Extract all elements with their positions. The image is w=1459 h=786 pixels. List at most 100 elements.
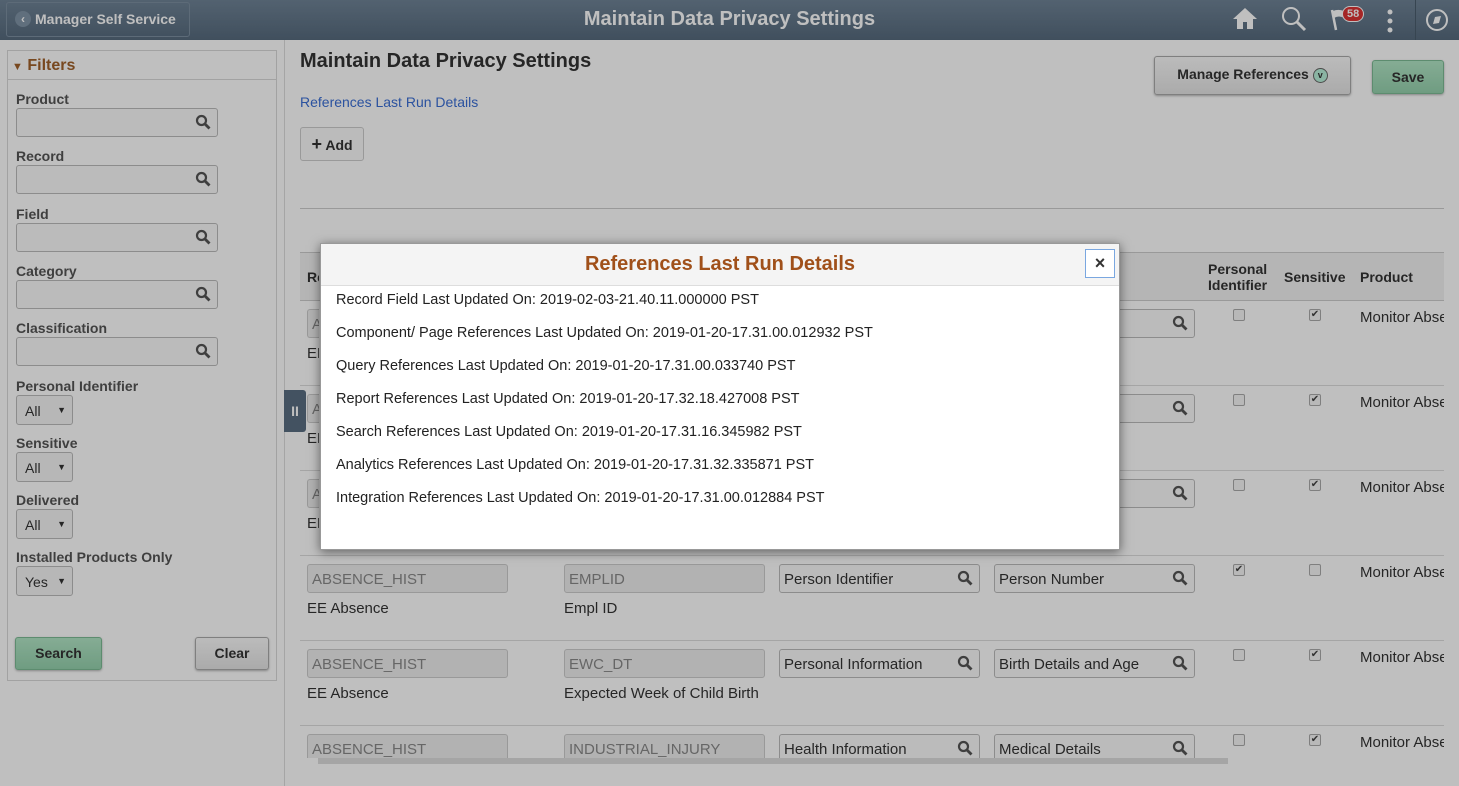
last-run-detail-line: Analytics References Last Updated On: 20… — [336, 457, 814, 473]
subcategory-input[interactable]: Medical Details — [994, 734, 1195, 758]
subcategory-value: Medical Details — [999, 741, 1101, 758]
category-input[interactable]: Health Information — [779, 734, 980, 758]
chevron-left-icon: ‹ — [15, 11, 31, 27]
filters-header[interactable]: ▼ Filters — [8, 51, 276, 80]
notification-badge[interactable]: 58 — [1342, 6, 1365, 22]
close-button[interactable]: × — [1085, 249, 1115, 278]
back-button[interactable]: ‹ Manager Self Service — [6, 2, 190, 37]
installed-products-select[interactable]: Yes ▼ — [16, 566, 73, 596]
divider — [1415, 0, 1416, 40]
subcategory-input[interactable]: Person Number — [994, 564, 1195, 593]
field-description: Expected Week of Child Birth — [564, 685, 759, 702]
dialog-title: References Last Run Details — [321, 244, 1119, 286]
field-name: EWC_DT — [564, 649, 765, 678]
record-description: EE Absence — [307, 345, 319, 362]
record-input[interactable] — [16, 165, 218, 194]
filters-title: Filters — [27, 57, 76, 74]
clear-button[interactable]: Clear — [195, 637, 269, 670]
product-value: Monitor Absence — [1360, 649, 1444, 666]
add-button[interactable]: + Add — [300, 127, 364, 161]
record-label: Record — [16, 148, 65, 164]
subcategory-value: Birth Details and Age — [999, 656, 1140, 673]
delivered-select[interactable]: All ▼ — [16, 509, 73, 539]
product-value: Monitor Absence — [1360, 479, 1444, 496]
last-run-detail-line: Record Field Last Updated On: 2019-02-03… — [336, 292, 759, 308]
last-run-detail-line: Component/ Page References Last Updated … — [336, 325, 873, 341]
product-value: Monitor Absence — [1360, 564, 1444, 581]
record-field: ABSENCE_HIST — [307, 479, 319, 508]
references-last-run-dialog: References Last Run Details × Record Fie… — [320, 243, 1120, 550]
classification-label: Classification — [16, 320, 108, 336]
table-row: ABSENCE_HIST EE Absence EMPLID Empl ID P… — [300, 556, 1444, 641]
category-value: Person Identifier — [784, 571, 894, 588]
personal-identifier-checkbox[interactable]: ✔ — [1233, 564, 1245, 576]
page-title: Maintain Data Privacy Settings — [300, 50, 592, 72]
record-description: EE Absence — [307, 515, 319, 532]
col-header-sensitive[interactable]: Sensitive — [1284, 269, 1346, 285]
home-icon[interactable] — [1232, 6, 1258, 36]
sensitive-checkbox[interactable]: ✔ — [1309, 649, 1321, 661]
personal-identifier-checkbox[interactable] — [1233, 394, 1245, 406]
dropdown-arrow-icon: ▼ — [57, 462, 66, 472]
last-run-detail-line: Search References Last Updated On: 2019-… — [336, 424, 802, 440]
select-value: All — [25, 517, 41, 533]
personal-identifier-checkbox[interactable] — [1233, 309, 1245, 321]
record-field: ABSENCE_HIST — [307, 649, 508, 678]
record-description: EE Absence — [307, 600, 389, 617]
field-input[interactable] — [16, 223, 218, 252]
field-description: Empl ID — [564, 600, 618, 617]
subcategory-input[interactable]: Birth Details and Age — [994, 649, 1195, 678]
col-header-record[interactable]: Record — [307, 269, 319, 285]
sensitive-checkbox[interactable] — [1309, 564, 1321, 576]
sensitive-checkbox[interactable]: ✔ — [1309, 394, 1321, 406]
record-field: ABSENCE_HIST — [307, 309, 319, 338]
sensitive-checkbox[interactable]: ✔ — [1309, 734, 1321, 746]
personal-identifier-checkbox[interactable] — [1233, 479, 1245, 491]
record-field: ABSENCE_HIST — [307, 394, 319, 423]
manage-references-label: Manage References — [1177, 66, 1309, 82]
dropdown-arrow-icon: ▼ — [57, 576, 66, 586]
sensitive-select[interactable]: All ▼ — [16, 452, 73, 482]
search-button[interactable]: Search — [15, 637, 102, 670]
save-button[interactable]: Save — [1372, 60, 1444, 94]
personal-identifier-checkbox[interactable] — [1233, 649, 1245, 661]
record-field: ABSENCE_HIST — [307, 734, 508, 758]
navbar-compass-icon[interactable] — [1425, 8, 1449, 38]
subcategory-value: Person Number — [999, 571, 1105, 588]
plus-icon: + — [311, 134, 322, 154]
back-label: Manager Self Service — [35, 11, 176, 27]
search-icon[interactable] — [1281, 6, 1307, 38]
col-header-personal-identifier[interactable]: Personal Identifier — [1208, 261, 1268, 293]
field-label: Field — [16, 206, 49, 222]
installed-products-label: Installed Products Only — [16, 549, 173, 565]
select-value: All — [25, 403, 41, 419]
product-value: Monitor Absence — [1360, 309, 1444, 326]
sensitive-checkbox[interactable]: ✔ — [1309, 479, 1321, 491]
caret-down-icon: ▼ — [12, 61, 23, 73]
personal-identifier-checkbox[interactable] — [1233, 734, 1245, 746]
dropdown-arrow-icon: ▼ — [57, 519, 66, 529]
collapse-panel-handle[interactable]: II — [284, 390, 306, 432]
personal-identifier-select[interactable]: All ▼ — [16, 395, 73, 425]
sensitive-checkbox[interactable]: ✔ — [1309, 309, 1321, 321]
last-run-detail-line: Report References Last Updated On: 2019-… — [336, 391, 800, 407]
product-input[interactable] — [16, 108, 218, 137]
product-label: Product — [16, 91, 69, 107]
col-header-product[interactable]: Product — [1360, 269, 1413, 285]
category-input[interactable]: Personal Information — [779, 649, 980, 678]
record-description: EE Absence — [307, 685, 389, 702]
category-input[interactable]: Person Identifier — [779, 564, 980, 593]
horizontal-scrollbar[interactable] — [318, 758, 1228, 764]
sensitive-label: Sensitive — [16, 435, 78, 451]
category-input[interactable] — [16, 280, 218, 309]
select-value: Yes — [25, 574, 48, 590]
more-options-icon[interactable] — [1386, 8, 1394, 40]
add-label: Add — [325, 137, 353, 153]
references-last-run-link[interactable]: References Last Run Details — [300, 94, 479, 110]
category-value: Health Information — [784, 741, 907, 758]
last-run-detail-line: Query References Last Updated On: 2019-0… — [336, 358, 796, 374]
dropdown-arrow-icon: ▼ — [57, 405, 66, 415]
select-value: All — [25, 460, 41, 476]
classification-input[interactable] — [16, 337, 218, 366]
manage-references-button[interactable]: Manage References v — [1154, 56, 1351, 95]
